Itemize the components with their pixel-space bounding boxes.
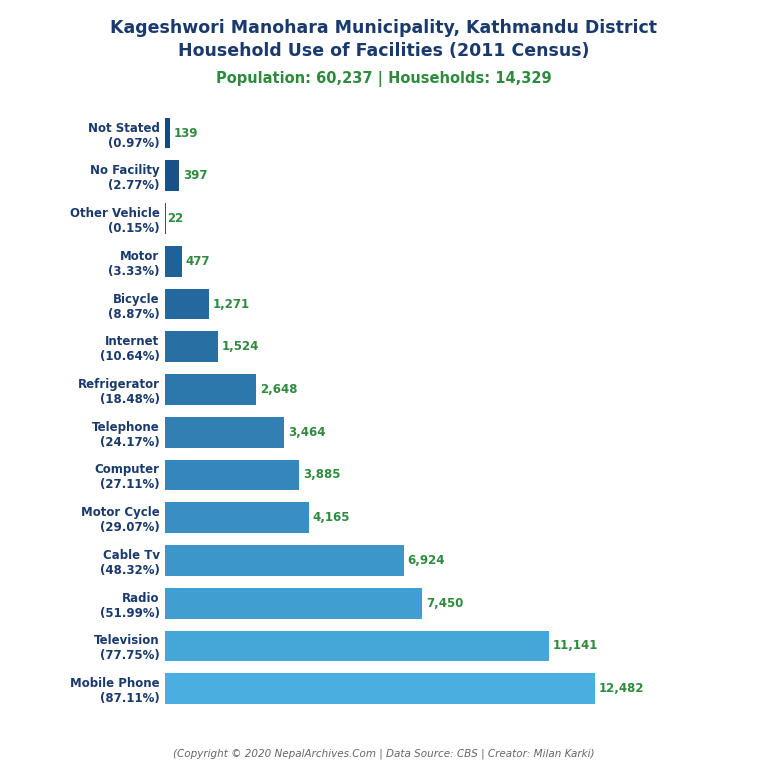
Bar [165,331,217,362]
Text: 4,165: 4,165 [313,511,350,525]
Text: 1,271: 1,271 [213,297,250,310]
Bar [165,417,284,448]
Bar [165,161,179,191]
Bar [165,674,595,704]
Text: 139: 139 [174,127,199,140]
Bar [165,631,549,661]
Text: 12,482: 12,482 [599,682,644,695]
Text: Kageshwori Manohara Municipality, Kathmandu District: Kageshwori Manohara Municipality, Kathma… [111,19,657,37]
Bar [165,118,170,148]
Text: 3,885: 3,885 [303,468,340,482]
Text: Population: 60,237 | Households: 14,329: Population: 60,237 | Households: 14,329 [216,71,552,87]
Bar [165,502,309,533]
Text: 3,464: 3,464 [289,425,326,439]
Text: 22: 22 [167,212,184,225]
Text: 7,450: 7,450 [425,597,463,610]
Bar [165,545,403,576]
Text: Household Use of Facilities (2011 Census): Household Use of Facilities (2011 Census… [178,42,590,60]
Bar [165,374,257,405]
Text: 11,141: 11,141 [553,640,598,653]
Bar [165,459,299,491]
Text: (Copyright © 2020 NepalArchives.Com | Data Source: CBS | Creator: Milan Karki): (Copyright © 2020 NepalArchives.Com | Da… [174,748,594,759]
Bar [165,246,181,276]
Text: 2,648: 2,648 [260,383,298,396]
Text: 1,524: 1,524 [222,340,259,353]
Text: 397: 397 [183,169,207,182]
Text: 6,924: 6,924 [408,554,445,567]
Bar [165,588,422,619]
Bar [165,289,209,319]
Text: 477: 477 [186,255,210,268]
